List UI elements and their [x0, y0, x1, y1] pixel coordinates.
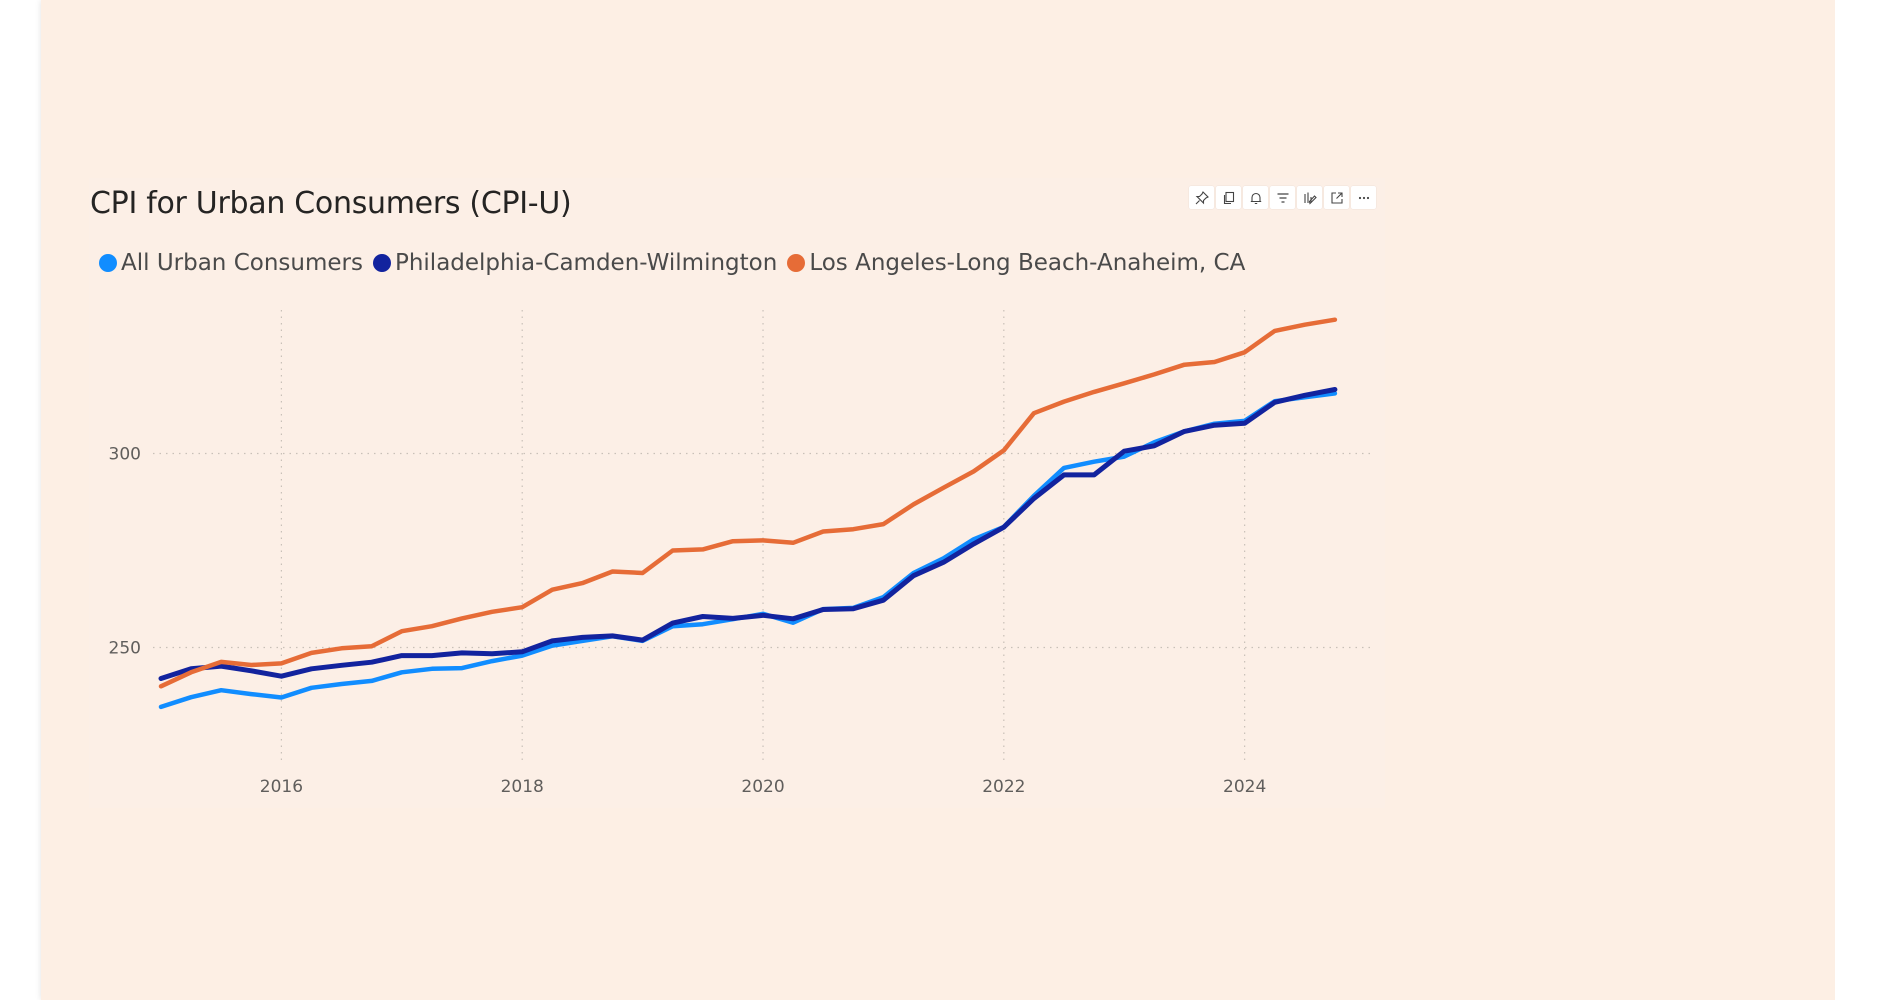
format-icon[interactable] [1297, 186, 1322, 209]
focus-mode-icon[interactable] [1324, 186, 1349, 209]
line-chart-visual[interactable] [89, 178, 1385, 808]
more-options-icon[interactable] [1351, 186, 1376, 209]
x-tick-label: 2020 [741, 777, 784, 797]
series-line-2[interactable] [158, 317, 1338, 689]
chart-legend: All Urban Consumers Philadelphia-Camden-… [99, 250, 1255, 276]
legend-item-all-urban[interactable]: All Urban Consumers [99, 250, 363, 276]
legend-dot-icon [372, 254, 391, 272]
legend-label: Los Angeles-Long Beach-Anaheim, CA [809, 250, 1246, 276]
legend-label: All Urban Consumers [121, 250, 363, 276]
y-tick-label: 300 [109, 445, 141, 465]
x-tick-label: 2018 [501, 777, 544, 797]
legend-item-los-angeles[interactable]: Los Angeles-Long Beach-Anaheim, CA [787, 250, 1245, 276]
legend-dot-icon [787, 254, 806, 272]
bell-icon[interactable] [1243, 186, 1268, 209]
x-tick-label: 2024 [1223, 777, 1266, 797]
chart-title: CPI for Urban Consumers (CPI-U) [90, 186, 572, 221]
visual-header-toolbar [1189, 186, 1376, 209]
x-tick-label: 2022 [982, 777, 1025, 797]
series-line-1[interactable] [158, 387, 1338, 681]
right-gutter [1835, 0, 1883, 1000]
y-tick-label: 250 [109, 639, 141, 659]
legend-label: Philadelphia-Camden-Wilmington [394, 250, 778, 276]
legend-dot-icon [99, 254, 117, 272]
pin-icon[interactable] [1189, 186, 1214, 209]
report-canvas: CPI for Urban Consumers (CPI-U) All Urba… [41, 0, 1835, 1000]
copy-icon[interactable] [1216, 186, 1241, 209]
x-tick-label: 2016 [260, 777, 303, 797]
legend-item-philadelphia[interactable]: Philadelphia-Camden-Wilmington [372, 250, 778, 276]
series-line-0[interactable] [158, 391, 1338, 710]
filter-icon[interactable] [1270, 186, 1295, 209]
line-chart-plot[interactable]: 2016 2018 2020 2022 2024 250 300 [89, 300, 1385, 800]
left-gutter [0, 0, 41, 1000]
